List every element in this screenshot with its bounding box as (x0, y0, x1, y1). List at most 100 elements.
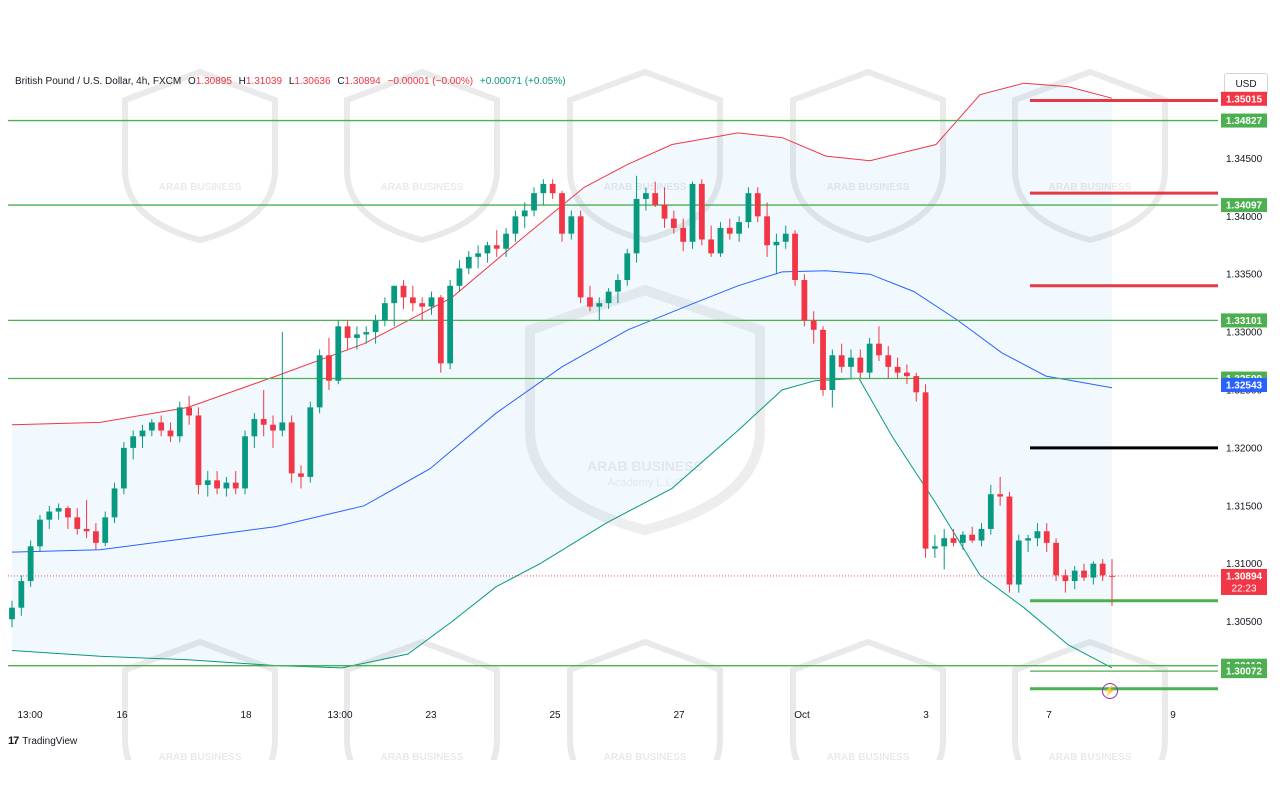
candle-body (894, 366, 901, 373)
watermark-text: ARAB BUSINESS (159, 752, 242, 760)
candle-body (978, 528, 985, 541)
watermark-shield: ARAB BUSINESS (790, 68, 946, 244)
candle-body (65, 508, 71, 518)
candle-body (316, 355, 323, 408)
x-tick-label: 13:00 (327, 710, 352, 721)
price-tag (1221, 568, 1267, 595)
candle-body (74, 517, 81, 529)
candle-body (512, 216, 519, 234)
x-tick-label: Oct (794, 710, 810, 721)
candle-body (820, 329, 826, 390)
price-tag-countdown: 22:23 (1231, 583, 1256, 594)
candle-body (698, 183, 705, 240)
candle-body (46, 511, 53, 520)
candle-body (568, 216, 575, 234)
lightning-icon[interactable]: ⚡ (1102, 683, 1118, 699)
candle-body (726, 227, 733, 234)
candle-body (987, 494, 994, 529)
watermark-shield: ARAB BUSINESS (567, 68, 723, 244)
candle-body (139, 430, 146, 437)
x-tick-label: 23 (425, 710, 437, 721)
candle-body (475, 253, 481, 257)
watermark-text: ARAB BUSINESS (604, 752, 687, 760)
x-tick-label: 16 (116, 710, 128, 721)
candle-body (186, 407, 193, 416)
candle-body (1025, 538, 1031, 541)
candle-body (120, 447, 127, 489)
watermark-text: ARAB BUSINESS (381, 752, 464, 760)
chart-area[interactable]: ARAB BUSINESS ARAB BUSINESS ARAB BUSINESS A… (0, 60, 1280, 760)
candle-body (298, 473, 304, 477)
candle-body (354, 334, 360, 338)
watermark-shield: ARAB BUSINESS (122, 638, 278, 760)
watermark-shield: ARAB BUSINESS (1012, 638, 1168, 760)
change2-value: +0.00071 (+0.05%) (479, 76, 566, 87)
low-label: L (288, 76, 295, 87)
candle-body (279, 422, 286, 431)
candle-body (27, 546, 34, 582)
candle-body (615, 280, 621, 292)
watermark-text: ARAB BUSINESS (1049, 182, 1132, 193)
y-tick-label: 1.34500 (1226, 154, 1263, 165)
candle-body (922, 392, 929, 549)
candle-body (1053, 542, 1059, 576)
level-price-tag (1221, 313, 1267, 328)
price-tag (1221, 91, 1267, 106)
watermark-center-subtext: Academy L.L.C (607, 477, 682, 489)
candle-body (521, 210, 528, 217)
bollinger-fill (12, 83, 1112, 668)
x-tick-label: 18 (240, 710, 252, 721)
candle-body (484, 245, 491, 254)
candle-body (559, 193, 565, 234)
candle-body (372, 320, 379, 333)
level-price-tag (1221, 664, 1267, 679)
candle-body (242, 436, 248, 489)
candles-layer (9, 175, 1115, 628)
y-tick-label: 1.33500 (1226, 270, 1263, 281)
x-tick-label: 9 (1170, 710, 1176, 721)
watermark-text: ARAB BUSINESS (604, 182, 687, 193)
candle-body (587, 297, 593, 307)
candle-body (419, 303, 426, 307)
candle-body (214, 480, 220, 489)
candle-body (950, 538, 957, 543)
candle-body (717, 227, 724, 254)
candle-body (37, 519, 43, 547)
candle-body (549, 183, 556, 194)
candle-body (1034, 531, 1041, 539)
x-tick-label: 7 (1046, 710, 1052, 721)
candle-body (93, 531, 99, 543)
watermark-shield: ARAB BUSINESS (1012, 68, 1168, 244)
candle-body (857, 357, 864, 373)
candle-body (773, 241, 780, 246)
candle-body (652, 193, 659, 205)
candle-body (605, 291, 612, 304)
candle-body (792, 233, 798, 280)
watermark-shield: ARAB BUSINESS (790, 638, 946, 760)
candle-body (754, 193, 761, 217)
close-value: 1.30894 (344, 76, 381, 87)
level-price-tag-label: 1.34097 (1226, 201, 1263, 212)
candle-body (391, 285, 398, 304)
candle-body (782, 233, 789, 242)
watermark-text: ARAB BUSINESS (827, 752, 910, 760)
bollinger-layer (11, 82, 1113, 669)
y-tick-label: 1.34000 (1226, 212, 1263, 223)
y-tick-label: 1.30500 (1226, 617, 1263, 628)
tradingview-logo-text: TradingView (22, 735, 78, 747)
candle-body (493, 245, 500, 249)
candle-body (204, 480, 211, 485)
candle-body (643, 193, 649, 199)
level-price-tag (1221, 198, 1267, 213)
candle-body (810, 320, 817, 330)
candle-body (959, 534, 966, 543)
candle-body (838, 355, 845, 367)
candle-body (848, 357, 854, 367)
candle-body (1099, 563, 1106, 576)
candle-body (326, 355, 332, 381)
candle-body (437, 297, 444, 364)
candle-body (307, 407, 314, 477)
y-tick-label: 1.31000 (1226, 559, 1263, 570)
price-tag (1221, 378, 1267, 393)
candle-body (866, 343, 873, 373)
